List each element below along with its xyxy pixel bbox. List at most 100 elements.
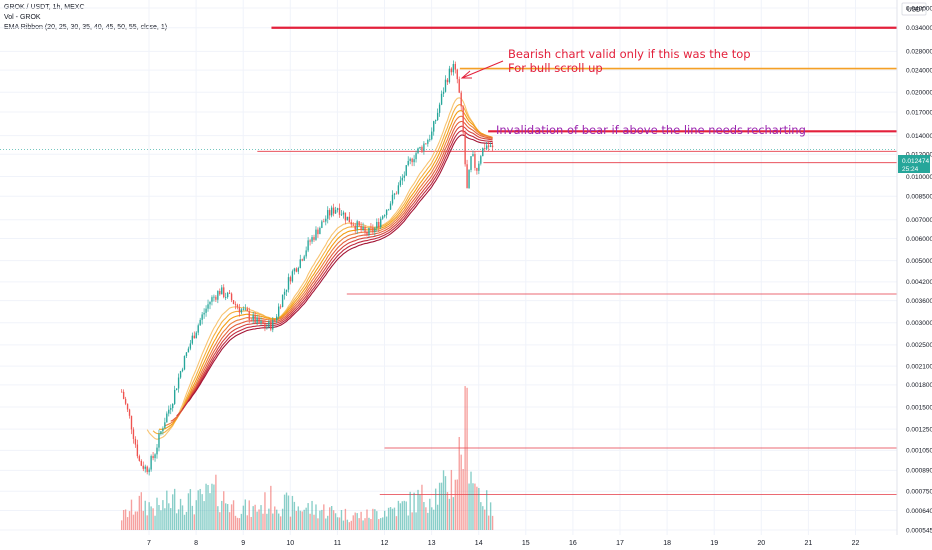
candle-body	[433, 121, 435, 132]
volume-bar	[234, 515, 237, 530]
y-tick-label: 0.005000	[906, 258, 932, 265]
candle-body	[134, 438, 137, 445]
candle-body	[399, 180, 402, 186]
x-tick-label: 8	[194, 540, 198, 547]
candle-body	[234, 304, 237, 305]
x-tick-label: 20	[757, 540, 765, 547]
candle-body	[393, 193, 396, 195]
candle-body	[419, 146, 421, 149]
volume-bar	[372, 508, 374, 530]
volume-bar	[136, 511, 139, 530]
volume-bar	[142, 510, 144, 530]
volume-bar	[346, 519, 349, 530]
volume-bar	[132, 514, 135, 530]
volume-bar	[277, 513, 280, 530]
candle-body	[350, 222, 352, 225]
candle-body	[486, 145, 488, 149]
candle-body	[332, 207, 335, 214]
ema-line-20	[146, 97, 493, 440]
candle-body	[191, 335, 194, 344]
candle-body	[272, 319, 274, 330]
volume-bar	[325, 518, 327, 530]
volume-bar	[179, 498, 182, 530]
volume-bar	[154, 515, 156, 530]
volume-bar	[173, 488, 176, 530]
volume-bar	[440, 482, 443, 530]
volume-bar	[405, 501, 407, 530]
candle-body	[391, 194, 394, 204]
volume-bar	[411, 512, 413, 530]
candle-body	[146, 466, 148, 473]
candle-body	[378, 221, 380, 228]
volume-bar	[438, 482, 441, 530]
y-tick-label: 0.024000	[906, 67, 932, 74]
candle-body	[413, 159, 415, 163]
volume-bar	[419, 494, 421, 530]
ema-line-35	[164, 115, 493, 427]
volume-bar	[215, 474, 217, 530]
volume-bar	[364, 518, 366, 530]
volume-bar	[350, 520, 352, 530]
volume-bar	[177, 509, 180, 530]
volume-bar	[334, 513, 337, 530]
legend-volume[interactable]: Vol - GROK	[4, 14, 41, 21]
current-price-label: 0.012474	[902, 158, 929, 165]
volume-bar	[342, 520, 345, 530]
volume-bar	[299, 510, 301, 530]
volume-bar	[168, 503, 170, 530]
volume-bar	[205, 483, 207, 530]
currency-label: USDT	[907, 7, 925, 14]
volume-bar	[323, 504, 325, 530]
currency-box[interactable]	[901, 2, 927, 16]
volume-bar	[468, 483, 470, 530]
candle-body	[228, 292, 231, 294]
volume-bar	[413, 492, 415, 530]
candle-body	[348, 216, 351, 223]
candle-body	[189, 343, 192, 349]
y-tick-label: 0.040000	[906, 5, 932, 12]
volume-bar	[382, 517, 384, 530]
volume-bar	[354, 512, 356, 530]
volume-bar	[252, 506, 254, 530]
volume-bar	[207, 485, 209, 530]
candle-body	[138, 456, 141, 461]
candle-body	[230, 293, 233, 301]
candle-body	[183, 356, 186, 370]
volume-bar	[166, 490, 168, 530]
candle-body	[423, 143, 425, 151]
candle-body	[199, 319, 201, 326]
x-tick-label: 10	[286, 540, 294, 547]
candle-body	[236, 304, 239, 308]
volume-bar	[295, 510, 298, 530]
candle-body	[436, 112, 439, 121]
volume-bar	[236, 517, 239, 530]
volume-bar	[436, 504, 439, 530]
current-price-box: 0.012474 25:24	[898, 155, 930, 173]
candle-body	[283, 291, 286, 295]
volume-bar	[276, 509, 278, 530]
volume-bar	[301, 511, 303, 530]
candle-body	[297, 267, 299, 272]
candle-body	[470, 156, 472, 170]
volume-bar	[305, 507, 307, 530]
volume-bar	[162, 500, 164, 530]
volume-bar	[283, 494, 286, 530]
candle-body	[175, 388, 178, 390]
candle-body	[156, 447, 158, 455]
price-axis[interactable]: USDT	[896, 0, 927, 535]
volume-bar	[336, 517, 339, 530]
x-tick-label: 14	[475, 540, 483, 547]
candle-body	[323, 221, 325, 223]
candle-body	[242, 308, 245, 310]
candle-body	[354, 225, 356, 230]
volume-bar	[122, 510, 125, 530]
volume-bar	[281, 508, 284, 530]
candle-body	[329, 210, 331, 216]
volume-bar	[291, 495, 294, 530]
candle-body	[301, 259, 303, 261]
candle-body	[274, 319, 276, 321]
volume-bar	[442, 470, 445, 530]
volume-bar	[330, 505, 333, 530]
volume-bar	[489, 502, 492, 530]
